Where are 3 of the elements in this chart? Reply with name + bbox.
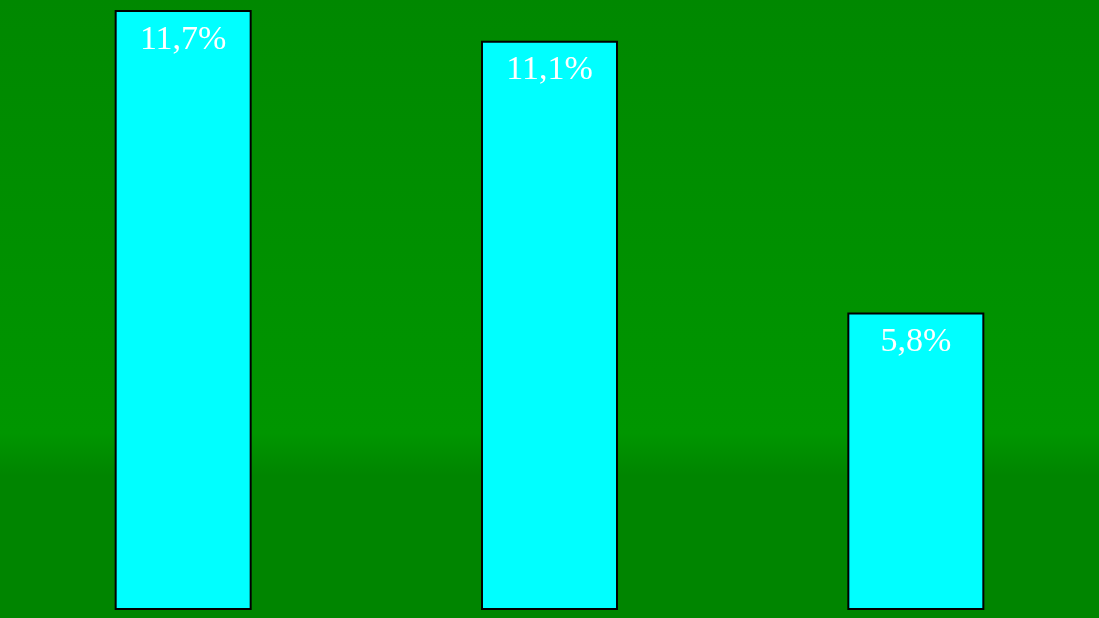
data-label: 11,1% [506,49,593,87]
data-label: 11,7% [139,18,227,56]
data-label: 5,8% [880,321,952,359]
